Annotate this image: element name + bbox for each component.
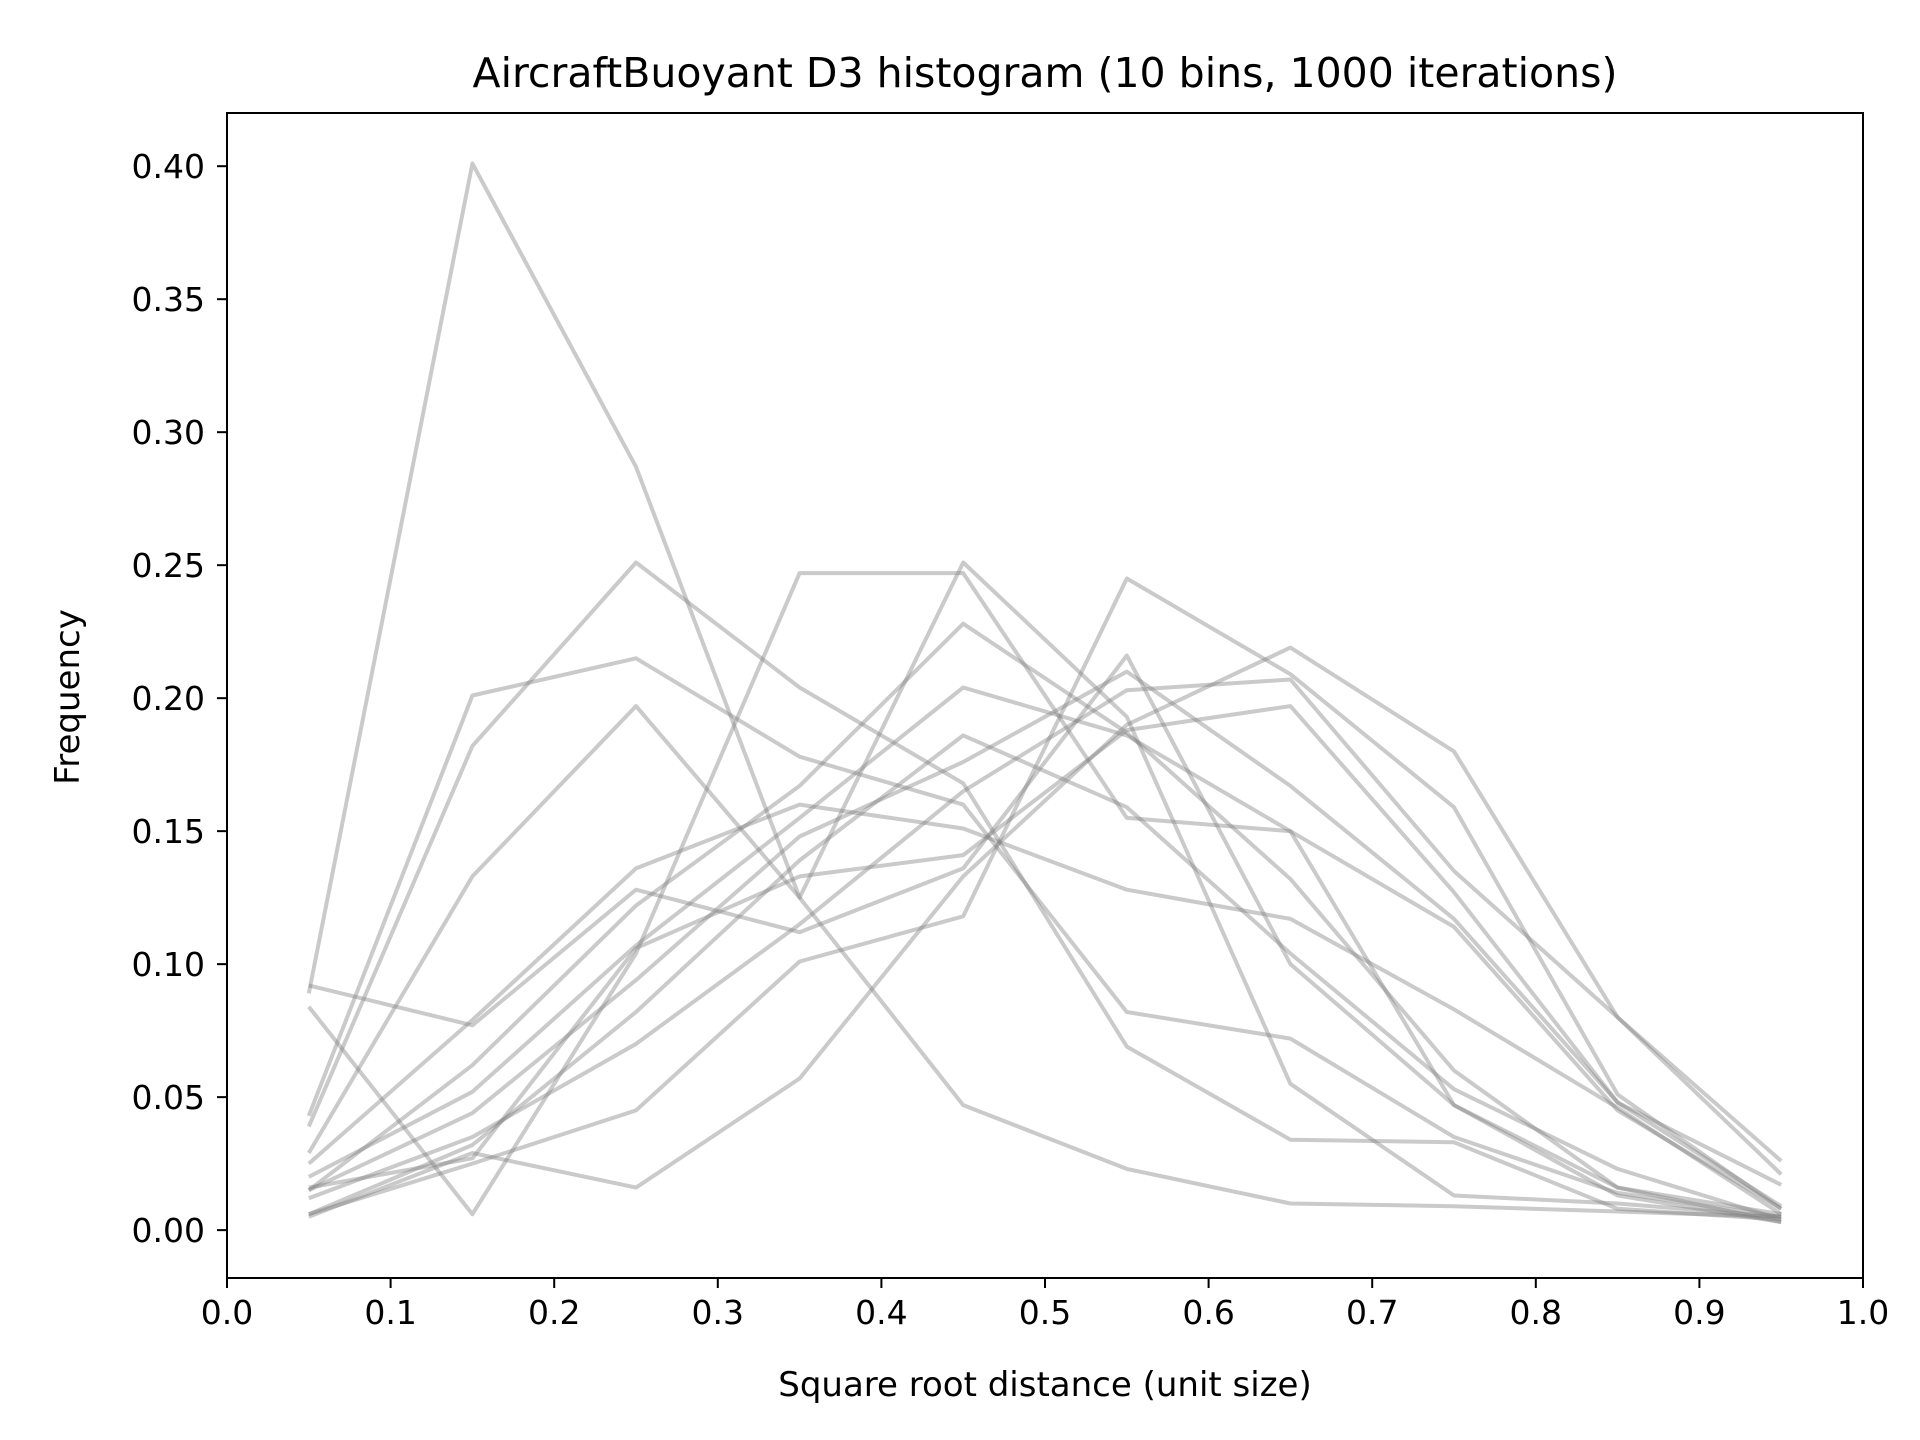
x-tick-label: 0.1 [364,1293,416,1332]
y-axis: 0.00 0.05 0.10 0.15 0.20 0.25 0.30 0.35 0.40 [132,147,227,1250]
series-line-3 [306,560,1782,1222]
series-line-10 [307,669,1783,1208]
y-tick-label: 0.25 [132,546,205,585]
y-tick-label: 0.00 [132,1211,205,1250]
y-tick-label: 0.30 [132,413,205,452]
series-line-12 [308,677,1783,1201]
plot-frame [226,112,1864,1279]
x-tick-label: 0.7 [1346,1293,1398,1332]
series-line-4 [307,560,1782,1219]
y-tick-label: 0.10 [132,945,205,984]
series-line-13 [308,576,1783,1217]
x-axis: 0.0 0.1 0.2 0.3 0.4 0.5 0.6 0.7 0.8 0.9 1.0 [201,1278,1889,1332]
x-tick-label: 0.0 [201,1293,253,1332]
series-layer [306,161,1783,1225]
series-line-15 [308,704,1783,1190]
x-tick-label: 0.3 [692,1293,744,1332]
y-tick-label: 0.35 [132,280,205,319]
series-line-9 [307,685,1783,1211]
series-line-14 [308,645,1783,1219]
series-line-6 [307,571,1782,1225]
y-tick-label: 0.40 [132,147,205,186]
series-line-5 [308,653,1782,1225]
series-line-8 [307,621,1782,1217]
x-axis-label: Square root distance (unit size) [778,1365,1312,1405]
x-tick-label: 0.6 [1182,1293,1234,1332]
x-tick-label: 0.4 [855,1293,907,1332]
series-line-2 [306,656,1782,1219]
x-tick-label: 0.9 [1673,1293,1725,1332]
x-tick-label: 1.0 [1837,1293,1889,1332]
y-axis-label: Frequency [48,609,88,785]
chart-title: AircraftBuoyant D3 histogram (10 bins, 1… [473,49,1618,97]
series-line-1 [306,161,1782,1219]
y-tick-label: 0.20 [132,679,205,718]
x-tick-label: 0.8 [1510,1293,1562,1332]
series-line-7 [307,802,1783,1216]
x-tick-label: 0.5 [1019,1293,1071,1332]
y-tick-label: 0.05 [132,1078,205,1117]
x-tick-label: 0.2 [528,1293,580,1332]
series-line-11 [308,733,1782,1222]
y-tick-label: 0.15 [132,812,205,851]
